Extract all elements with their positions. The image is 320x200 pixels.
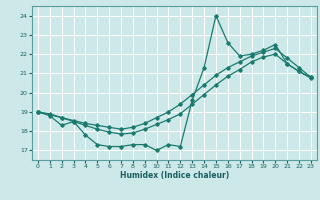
X-axis label: Humidex (Indice chaleur): Humidex (Indice chaleur)	[120, 171, 229, 180]
